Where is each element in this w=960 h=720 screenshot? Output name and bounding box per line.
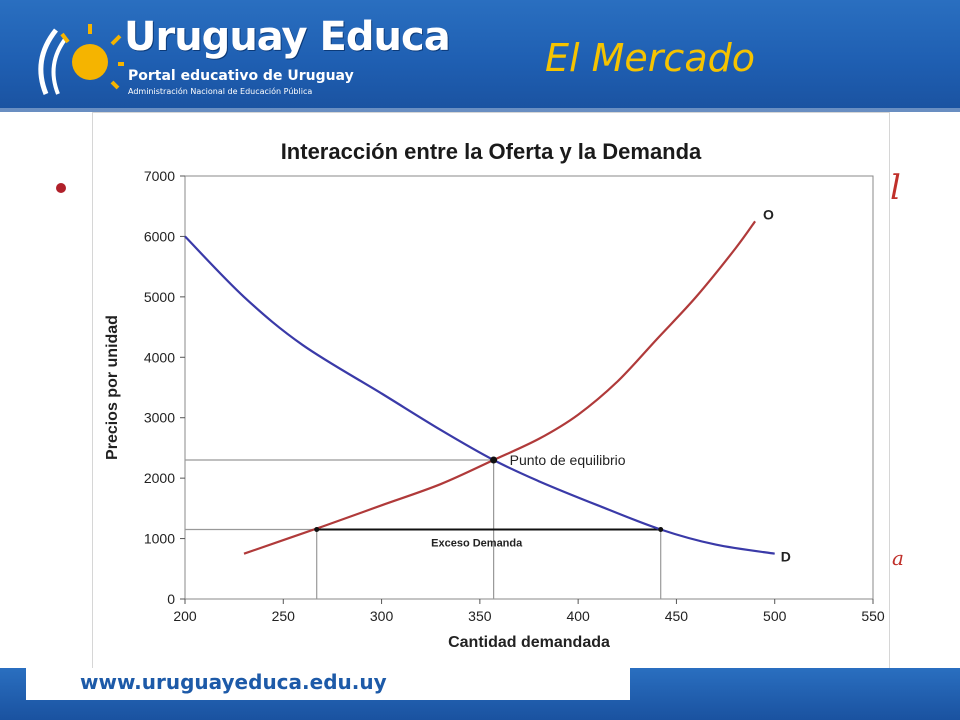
footer-url[interactable]: www.uruguayeduca.edu.uy bbox=[80, 670, 387, 694]
x-tick-label: 200 bbox=[173, 608, 197, 624]
supply-curve-o bbox=[243, 220, 756, 555]
x-tick-label: 550 bbox=[861, 608, 885, 624]
chart-title: Interacción entre la Oferta y la Demanda bbox=[281, 139, 702, 164]
x-tick-label: 450 bbox=[665, 608, 689, 624]
plot-area bbox=[184, 175, 874, 600]
text-fragment-top: l bbox=[890, 168, 901, 208]
footer-strip bbox=[26, 668, 630, 700]
text-fragment-bottom: a bbox=[892, 546, 904, 570]
equilibrium-label: Punto de equilibrio bbox=[510, 452, 626, 468]
uruguay-educa-logo[interactable]: Uruguay Educa Portal educativo de Urugua… bbox=[28, 12, 451, 104]
x-tick-label: 400 bbox=[566, 608, 590, 624]
sun-logo-icon bbox=[38, 24, 124, 95]
header-band bbox=[0, 0, 960, 112]
equilibrium-point bbox=[490, 456, 498, 464]
excess-demand-label: Exceso Demanda bbox=[431, 538, 523, 550]
supply-demand-chart: Interacción entre la Oferta y la Demanda… bbox=[104, 139, 885, 651]
y-tick-label: 3000 bbox=[144, 410, 175, 426]
supply-curve-label: O bbox=[763, 206, 774, 222]
excess-demand-right-point bbox=[658, 527, 664, 533]
logo-subtitle-2: Administración Nacional de Educación Púb… bbox=[128, 87, 313, 96]
y-tick-label: 6000 bbox=[144, 228, 175, 244]
excess-demand-left-point bbox=[314, 527, 320, 533]
demand-curve-d bbox=[184, 235, 775, 555]
x-tick-label: 350 bbox=[468, 608, 492, 624]
y-tick-label: 2000 bbox=[144, 470, 175, 486]
slide-title: El Mercado bbox=[545, 36, 755, 80]
bullet-marker bbox=[56, 183, 66, 193]
x-tick-label: 300 bbox=[370, 608, 394, 624]
y-axis-label: Precios por unidad bbox=[104, 315, 121, 460]
logo-title: Uruguay Educa bbox=[124, 14, 451, 60]
y-tick-label: 0 bbox=[167, 591, 175, 607]
y-tick-label: 7000 bbox=[144, 168, 175, 184]
y-tick-label: 4000 bbox=[144, 349, 175, 365]
x-tick-label: 500 bbox=[763, 608, 787, 624]
x-axis-label: Cantidad demandada bbox=[448, 634, 610, 651]
demand-curve-label: D bbox=[781, 549, 791, 565]
chart-container: Interacción entre la Oferta y la Demanda… bbox=[92, 112, 890, 669]
y-tick-label: 5000 bbox=[144, 289, 175, 305]
x-tick-label: 250 bbox=[272, 608, 296, 624]
y-tick-label: 1000 bbox=[144, 531, 175, 547]
logo-subtitle: Portal educativo de Uruguay bbox=[128, 68, 354, 84]
